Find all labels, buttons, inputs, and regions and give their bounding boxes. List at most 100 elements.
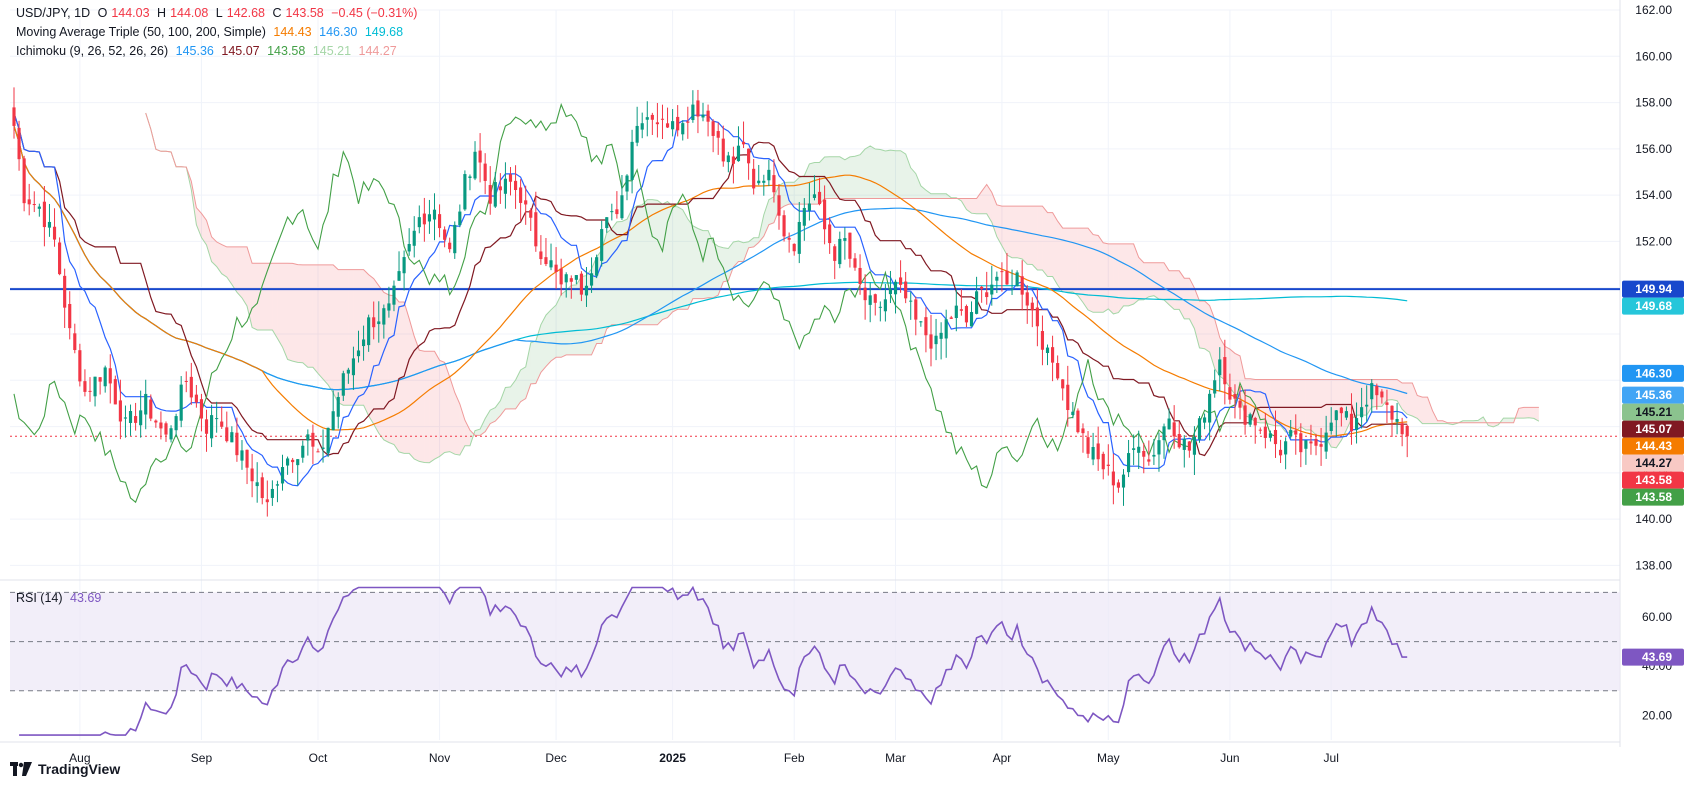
- candle-body: [1329, 422, 1333, 432]
- cloud-segment: [743, 241, 749, 262]
- candle-body: [503, 178, 507, 194]
- cloud-segment: [703, 230, 709, 299]
- candle-body: [1091, 447, 1095, 460]
- cloud-segment: [1260, 379, 1266, 423]
- high-value: 144.08: [170, 6, 209, 20]
- candle-body: [990, 284, 994, 295]
- candle-body: [250, 468, 254, 482]
- cloud-segment: [1407, 383, 1413, 416]
- cloud-segment: [312, 264, 318, 374]
- close-value: 143.58: [285, 6, 324, 20]
- cloud-segment: [799, 175, 805, 205]
- candle-body: [1218, 359, 1222, 376]
- candle-body: [1405, 425, 1409, 437]
- candle-body: [1025, 292, 1029, 306]
- candle-body: [149, 399, 153, 419]
- candle-body: [407, 243, 411, 252]
- candle-body: [650, 114, 654, 120]
- price-tag-box: [1622, 386, 1684, 404]
- candle-body: [402, 257, 406, 274]
- candle-body: [260, 477, 264, 499]
- candle-body: [909, 300, 913, 302]
- candle-body: [286, 458, 290, 466]
- candle-body: [331, 411, 335, 431]
- cloud-segment: [1235, 353, 1240, 395]
- candle-body: [12, 107, 16, 126]
- cloud-segment: [1108, 243, 1114, 314]
- price-tag-box: [1622, 488, 1684, 506]
- candle-body: [919, 321, 923, 323]
- candle-body: [726, 155, 730, 163]
- candle-body: [265, 499, 269, 503]
- cloud-segment: [211, 236, 217, 267]
- candle-body: [904, 281, 908, 299]
- candle-body: [1202, 417, 1207, 423]
- candle-body: [1147, 459, 1151, 462]
- cloud-segment: [1199, 301, 1205, 349]
- candle-body: [225, 427, 229, 442]
- cloud-segment: [292, 263, 298, 363]
- cloud-segment: [287, 263, 293, 362]
- candle-body: [1187, 441, 1191, 451]
- candle-body: [1263, 426, 1267, 438]
- candle-body: [807, 203, 811, 211]
- candle-body: [797, 221, 801, 254]
- candle-body: [762, 180, 766, 183]
- cloud-segment: [540, 315, 546, 373]
- candle-body: [1040, 331, 1045, 350]
- cloud-segment: [1027, 206, 1033, 265]
- tradingview-logo[interactable]: TradingView: [10, 761, 120, 777]
- candle-body: [1030, 302, 1034, 311]
- candle-body: [1273, 429, 1278, 445]
- cloud-segment: [307, 264, 313, 368]
- legend-ma: Moving Average Triple (50, 100, 200, Sim…: [16, 25, 407, 39]
- cloud-segment: [1280, 379, 1286, 432]
- cloud-segment: [809, 162, 815, 205]
- price-tag-box: [1622, 297, 1684, 315]
- candle-body: [73, 333, 77, 351]
- candle-body: [980, 286, 984, 289]
- cloud-segment: [996, 204, 1002, 246]
- candle-body: [817, 191, 822, 205]
- cloud-segment: [1032, 206, 1038, 270]
- price-tag-label: 149.68: [1635, 299, 1672, 313]
- cloud-segment: [875, 149, 881, 199]
- tradingview-name: TradingView: [38, 761, 121, 777]
- cloud-segment: [677, 206, 683, 310]
- candle-body: [128, 410, 133, 423]
- candle-body: [1228, 387, 1232, 400]
- cloud-segment: [1083, 228, 1088, 310]
- candle-body: [539, 251, 543, 260]
- cloud-segment: [1077, 228, 1083, 303]
- candle-body: [1370, 383, 1374, 400]
- candle-body: [747, 148, 751, 164]
- time-tick-label: Dec: [545, 751, 566, 765]
- candle-body: [635, 125, 639, 143]
- high-label: H: [157, 6, 167, 20]
- candle-body: [1076, 410, 1080, 433]
- candle-body: [1375, 385, 1379, 396]
- cloud-segment: [986, 184, 992, 223]
- candle-body: [488, 185, 492, 204]
- cloud-segment: [409, 318, 415, 459]
- candle-body: [275, 484, 280, 486]
- candle-body: [437, 214, 442, 229]
- cloud-segment: [1179, 270, 1185, 319]
- candle-body: [296, 459, 300, 466]
- lagging-span-line: [13, 102, 1276, 504]
- cloud-segment: [581, 275, 587, 355]
- candle-body: [620, 195, 624, 219]
- cloud-segment: [439, 360, 445, 457]
- candle-body: [1137, 446, 1141, 453]
- cloud-segment: [388, 295, 394, 445]
- candle-body: [544, 257, 548, 265]
- candle-body: [721, 138, 725, 162]
- time-tick-label: Feb: [784, 751, 805, 765]
- time-tick-label: Jul: [1324, 751, 1339, 765]
- cloud-segment: [870, 145, 876, 199]
- rsi-tick-label: 60.00: [1642, 610, 1672, 624]
- candle-body: [519, 187, 523, 203]
- cloud-segment: [1275, 379, 1281, 426]
- cloud-segment: [464, 420, 470, 446]
